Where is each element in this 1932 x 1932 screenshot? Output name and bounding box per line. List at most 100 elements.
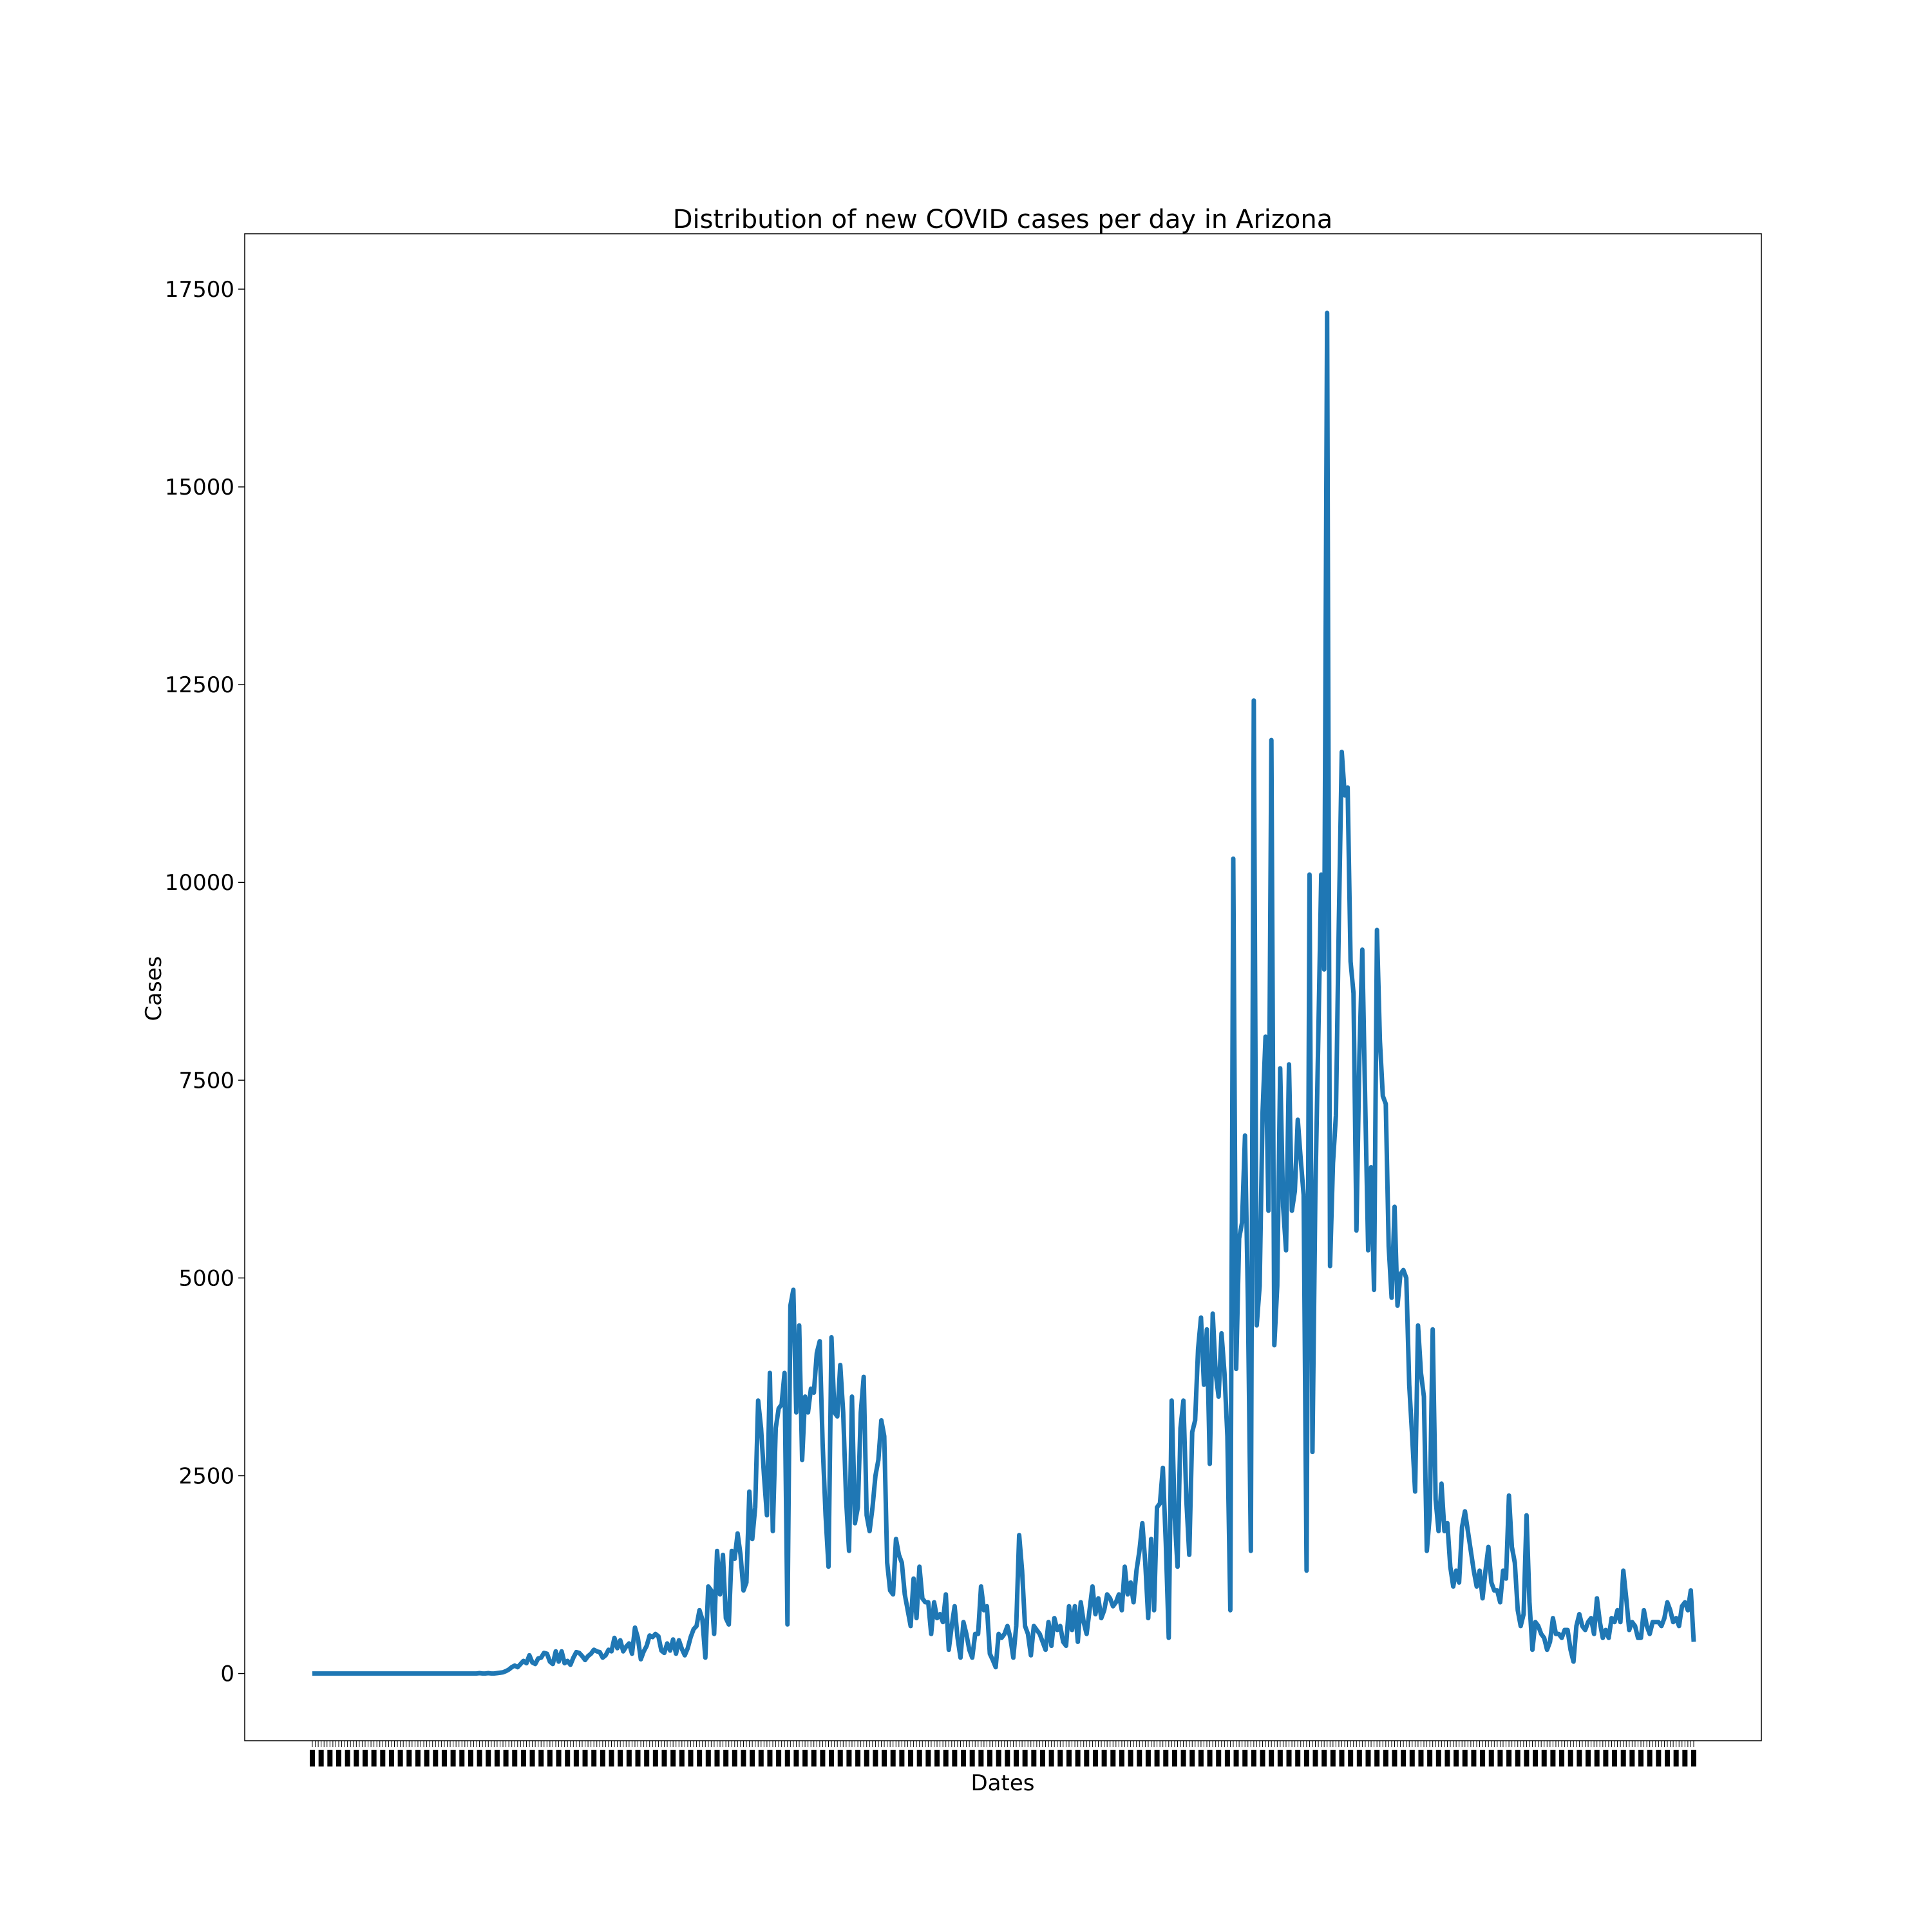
x-tick-label-overlap — [1524, 1750, 1530, 1766]
x-tick-label-overlap — [776, 1750, 782, 1766]
x-tick-label-overlap — [609, 1750, 614, 1766]
x-tick-label-overlap — [318, 1750, 324, 1766]
x-tick-label-overlap — [1084, 1750, 1090, 1766]
y-tick-label: 12500 — [165, 672, 234, 698]
x-tick-label-overlap — [397, 1750, 403, 1766]
x-tick-label-overlap — [1163, 1750, 1169, 1766]
x-tick-label-overlap — [1128, 1750, 1133, 1766]
x-tick-label-overlap — [310, 1750, 315, 1766]
x-tick-label-overlap — [784, 1750, 790, 1766]
x-tick-label-overlap — [600, 1750, 605, 1766]
series-layer — [312, 310, 1696, 1676]
x-tick-label-overlap — [327, 1750, 333, 1766]
x-tick-label-overlap — [1216, 1750, 1222, 1766]
y-axis-ticks: 0 2500 5000 7500 10000 12500 15000 17500 — [165, 277, 245, 1687]
x-tick-label-overlap — [1251, 1750, 1256, 1766]
x-tick-label-overlap — [1048, 1750, 1054, 1766]
x-tick-label-overlap — [424, 1750, 430, 1766]
x-tick-label-overlap — [345, 1750, 350, 1766]
x-tick-label-overlap — [1321, 1750, 1327, 1766]
x-tick-label-overlap — [1577, 1750, 1582, 1766]
x-tick-label-overlap — [899, 1750, 905, 1766]
x-tick-label-overlap — [433, 1750, 439, 1766]
x-tick-label-overlap — [758, 1750, 764, 1766]
x-tick-label-overlap — [1374, 1750, 1380, 1766]
x-tick-label-overlap — [1137, 1750, 1142, 1766]
x-tick-label-overlap — [1612, 1750, 1618, 1766]
x-tick-label-overlap — [1638, 1750, 1644, 1766]
x-axis-label: Dates — [971, 1770, 1035, 1796]
x-tick-label-overlap — [1444, 1750, 1450, 1766]
x-tick-label-overlap — [1039, 1750, 1045, 1766]
x-tick-label-overlap — [512, 1750, 518, 1766]
x-tick-label-overlap — [1620, 1750, 1626, 1766]
x-tick-label-overlap — [1488, 1750, 1494, 1766]
x-tick-label-overlap — [477, 1750, 482, 1766]
x-tick-label-overlap — [1005, 1750, 1010, 1766]
x-tick-label-overlap — [882, 1750, 887, 1766]
x-tick-label-overlap — [1224, 1750, 1230, 1766]
x-tick-label-overlap — [1383, 1750, 1388, 1766]
x-tick-label-overlap — [388, 1750, 394, 1766]
x-tick-label-overlap — [697, 1750, 703, 1766]
x-tick-label-overlap — [855, 1750, 861, 1766]
x-tick-label-overlap — [969, 1750, 975, 1766]
x-tick-label-overlap — [943, 1750, 949, 1766]
x-tick-label-overlap — [890, 1750, 896, 1766]
x-tick-label-overlap — [1101, 1750, 1107, 1766]
x-tick-label-overlap — [661, 1750, 667, 1766]
x-tick-label-overlap — [767, 1750, 773, 1766]
x-tick-label-overlap — [1454, 1750, 1459, 1766]
x-tick-label-overlap — [1665, 1750, 1671, 1766]
x-tick-label-overlap — [1691, 1750, 1696, 1766]
x-tick-label-overlap — [1533, 1750, 1539, 1766]
x-tick-label-overlap — [459, 1750, 465, 1766]
x-tick-label-overlap — [961, 1750, 967, 1766]
x-tick-label-overlap — [1066, 1750, 1072, 1766]
x-tick-label-overlap — [750, 1750, 755, 1766]
x-tick-label-overlap — [644, 1750, 650, 1766]
x-tick-label-overlap — [1260, 1750, 1265, 1766]
x-tick-label-overlap — [380, 1750, 386, 1766]
x-tick-label-overlap — [978, 1750, 984, 1766]
x-tick-label-overlap — [688, 1750, 694, 1766]
x-tick-label-overlap — [1594, 1750, 1600, 1766]
x-tick-label-overlap — [1401, 1750, 1406, 1766]
x-tick-label-overlap — [494, 1750, 500, 1766]
x-tick-label-overlap — [793, 1750, 799, 1766]
x-tick-label-overlap — [556, 1750, 562, 1766]
plot-area — [244, 233, 1762, 1741]
x-tick-label-overlap — [802, 1750, 808, 1766]
series-line — [312, 310, 1696, 1676]
x-tick-label-overlap — [520, 1750, 526, 1766]
x-tick-label-overlap — [1673, 1750, 1679, 1766]
x-tick-label-overlap — [1180, 1750, 1186, 1766]
x-tick-label-overlap — [1075, 1750, 1081, 1766]
x-tick-label-overlap — [1550, 1750, 1556, 1766]
x-tick-label-overlap — [591, 1750, 597, 1766]
x-tick-label-overlap — [635, 1750, 641, 1766]
y-tick-label: 7500 — [178, 1068, 234, 1094]
y-tick-label: 5000 — [178, 1265, 234, 1291]
x-tick-label-overlap — [1480, 1750, 1486, 1766]
x-tick-label-overlap — [820, 1750, 826, 1766]
x-tick-label-overlap — [732, 1750, 737, 1766]
x-tick-label-overlap — [873, 1750, 878, 1766]
x-tick-label-overlap — [934, 1750, 940, 1766]
x-tick-label-overlap — [1013, 1750, 1019, 1766]
x-tick-label-overlap — [1682, 1750, 1688, 1766]
x-tick-label-overlap — [714, 1750, 720, 1766]
x-tick-label-overlap — [996, 1750, 1001, 1766]
x-tick-label-overlap — [1559, 1750, 1565, 1766]
x-tick-label-overlap — [1031, 1750, 1037, 1766]
x-tick-label-overlap — [846, 1750, 852, 1766]
y-tick-label: 17500 — [165, 277, 234, 303]
x-tick-label-overlap — [573, 1750, 579, 1766]
x-tick-label-overlap — [952, 1750, 958, 1766]
x-tick-label-overlap — [468, 1750, 473, 1766]
y-tick-label: 15000 — [165, 475, 234, 500]
x-tick-label-overlap — [1303, 1750, 1309, 1766]
x-tick-label-overlap — [354, 1750, 359, 1766]
x-tick-label-overlap — [565, 1750, 571, 1766]
